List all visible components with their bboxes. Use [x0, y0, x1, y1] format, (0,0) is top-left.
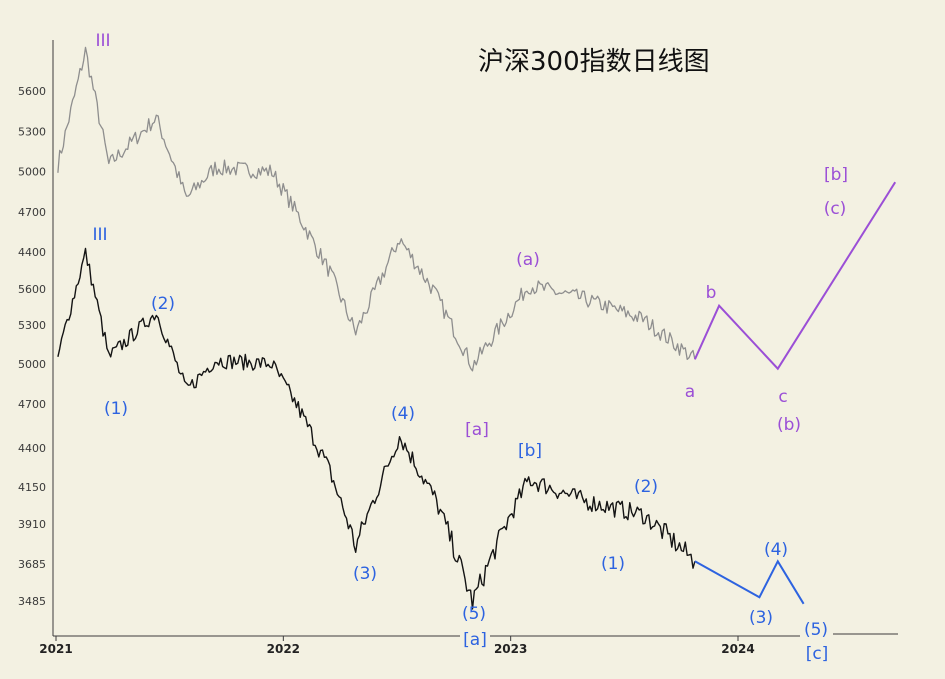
wave-label: (a): [516, 250, 540, 270]
wave-label: (3): [749, 608, 773, 628]
y-tick-label: 4700: [18, 206, 46, 219]
wave-label: b: [706, 283, 717, 303]
y-tick-label: 5300: [18, 319, 46, 332]
wave-label: a: [685, 382, 695, 402]
wave-labels: III [a] (a) a b c (b) (c) [b] III (1) (2) (3) (4) (5) […: [92, 31, 848, 664]
wave-label: [b]: [518, 441, 542, 461]
y-tick-label: 3485: [18, 595, 46, 608]
wave-label: III: [92, 225, 107, 245]
chart-title: 沪深300指数日线图: [478, 47, 710, 77]
y-tick-label: 3685: [18, 558, 46, 571]
y-tick-label: 5600: [18, 283, 46, 296]
y-tick-label: 4400: [18, 442, 46, 455]
x-tick-label: 2021: [39, 642, 72, 656]
wave-label: (3): [353, 564, 377, 584]
wave-label: (b): [777, 415, 801, 435]
wave-projections: [693, 181, 897, 605]
wave-label: (c): [824, 199, 847, 219]
y-axis: 5600 5300 5000 4700 4400 5600 5300 5000 4700 4400…: [18, 40, 54, 636]
y-tick-label: 3910: [18, 518, 46, 531]
wave-label: (4): [391, 404, 415, 424]
wave-label: (2): [151, 294, 175, 314]
wave-label: (5): [804, 620, 828, 640]
y-tick-label: 5600: [18, 85, 46, 98]
price-series: [57, 46, 696, 610]
x-axis: 2021 2022 2023 2024: [39, 633, 898, 656]
wave-label: (2): [634, 477, 658, 497]
wave-label: [c]: [806, 644, 829, 664]
y-tick-label: 5000: [18, 358, 46, 371]
wave-label: (5): [462, 604, 486, 624]
series-line-lower: [57, 247, 696, 610]
projection-line-lower: [694, 559, 805, 605]
y-tick-label: 4400: [18, 246, 46, 259]
x-tick-label: 2024: [721, 642, 754, 656]
y-tick-label: 4150: [18, 481, 46, 494]
x-tick-label: 2023: [494, 642, 527, 656]
wave-label: [b]: [824, 165, 848, 185]
projection-line-upper: [693, 181, 897, 371]
y-tick-label: 5000: [18, 166, 46, 179]
wave-label: III: [95, 31, 110, 51]
x-tick-label: 2022: [267, 642, 300, 656]
wave-label: (4): [764, 540, 788, 560]
wave-label: [a]: [465, 420, 489, 440]
wave-label: (1): [104, 399, 128, 419]
y-tick-label: 5300: [18, 125, 46, 138]
wave-label: c: [778, 387, 787, 407]
wave-label: [a]: [463, 630, 487, 650]
wave-label: (1): [601, 554, 625, 574]
y-tick-label: 4700: [18, 398, 46, 411]
series-line-upper: [57, 46, 696, 372]
